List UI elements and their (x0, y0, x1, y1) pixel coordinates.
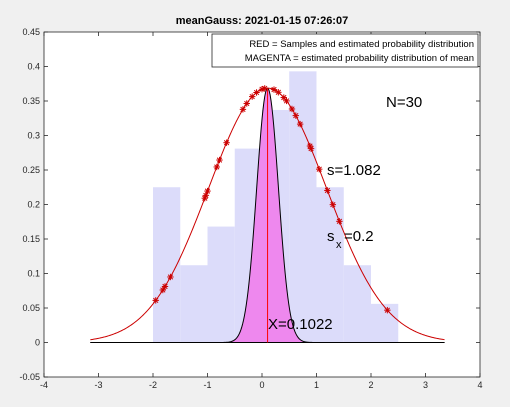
y-tick-label: 0.1 (27, 269, 40, 279)
sample-marker (270, 86, 278, 93)
sample-marker (307, 145, 315, 152)
sample-marker (204, 187, 211, 195)
sample-marker (324, 187, 331, 194)
y-tick-label: 0.4 (27, 62, 40, 72)
sample-marker (161, 283, 169, 290)
sample-marker (292, 112, 299, 119)
y-axis-ticks: -0.05 0 0.05 0.1 0.15 0.2 0.25 0.3 0.35 0.4 0.45 (19, 27, 480, 382)
x-tick-label: 4 (477, 380, 482, 390)
y-tick-label: -0.05 (19, 372, 40, 382)
sample-marker (216, 156, 223, 164)
sample-markers (152, 85, 391, 314)
sample-marker (275, 89, 282, 96)
y-tick-label: 0.05 (22, 303, 40, 313)
x-tick-label: -4 (40, 380, 48, 390)
sample-marker (248, 93, 256, 100)
sample-marker (243, 100, 250, 107)
annotation-sx-value: =0.2 (344, 228, 374, 245)
sample-marker (152, 297, 159, 304)
sample-marker (261, 85, 268, 92)
y-tick-label: 0.3 (27, 131, 40, 141)
sample-marker (213, 163, 220, 171)
y-tick-label: 0 (35, 338, 40, 348)
sample-marker (167, 273, 174, 281)
histogram-bar (316, 187, 344, 343)
sample-marker (329, 201, 337, 208)
histogram-bar (371, 303, 399, 343)
y-tick-label: 0.25 (22, 165, 40, 175)
sample-marker (159, 286, 167, 294)
chart-title: meanGauss: 2021-01-15 07:26:07 (176, 15, 348, 27)
sample-marker (223, 139, 230, 146)
x-tick-label: 0 (259, 380, 264, 390)
sample-marker (384, 306, 391, 314)
x-tick-label: 1 (314, 380, 319, 390)
y-tick-label: 0.35 (22, 96, 40, 106)
y-tick-label: 0.45 (22, 27, 40, 37)
y-tick-label: 0.15 (22, 234, 40, 244)
legend-box (211, 33, 479, 68)
annotation-mean: X=0.1022 (268, 316, 333, 333)
x-tick-label: 2 (368, 380, 373, 390)
histogram-bar (180, 265, 208, 343)
annotation-sx-main: s (327, 228, 335, 245)
histogram-bar (289, 71, 317, 343)
sample-marker (288, 105, 296, 113)
annotation-s: s=1.082 (327, 162, 381, 179)
legend-entry-magenta: MAGENTA = estimated probability distribu… (245, 53, 474, 64)
sample-marker (316, 165, 323, 173)
legend-entry-red: RED = Samples and estimated probability … (249, 39, 474, 50)
annotation-n: N=30 (386, 94, 422, 111)
histogram-bar (153, 187, 181, 343)
sample-marker (336, 218, 343, 225)
legend: RED = Samples and estimated probability … (211, 33, 479, 68)
histogram-bar (207, 226, 235, 343)
x-tick-label: 3 (423, 380, 428, 390)
sample-marker (253, 89, 260, 96)
x-tick-label: -1 (203, 380, 211, 390)
sample-marker (239, 106, 247, 113)
x-tick-label: -3 (94, 380, 102, 390)
annotation-sx-sub: x (336, 239, 342, 251)
histogram-bar (343, 265, 371, 343)
x-tick-label: -2 (149, 380, 157, 390)
y-tick-label: 0.2 (27, 200, 40, 210)
x-axis-ticks: -4 -3 -2 -1 0 1 2 3 4 (40, 32, 483, 390)
sample-marker (296, 120, 304, 128)
sample-marker (283, 97, 290, 105)
